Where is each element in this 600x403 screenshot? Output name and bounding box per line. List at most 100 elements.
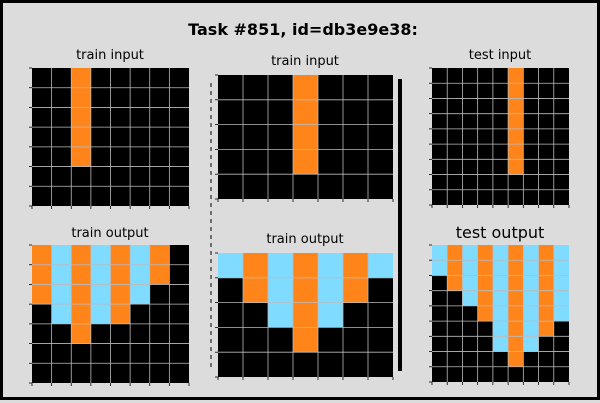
grid-cell bbox=[32, 146, 52, 167]
grid-cell bbox=[110, 87, 131, 108]
grid-cell bbox=[477, 83, 493, 99]
grid-cell bbox=[130, 127, 150, 147]
grid-cell bbox=[462, 290, 478, 306]
grid-cell bbox=[432, 366, 448, 382]
grid-cell bbox=[462, 336, 478, 352]
grid-cell bbox=[110, 107, 131, 128]
grid-cell bbox=[318, 99, 343, 125]
grid-cell bbox=[218, 277, 243, 303]
grid-cell bbox=[149, 186, 170, 206]
grid-cell bbox=[523, 68, 539, 84]
grid-cell bbox=[432, 305, 448, 322]
grid-cell bbox=[218, 149, 243, 175]
grid-cell bbox=[169, 166, 189, 187]
grid-cell bbox=[492, 113, 509, 129]
grid-cell bbox=[293, 302, 318, 328]
grid-cell bbox=[553, 98, 569, 114]
grid-cell bbox=[149, 146, 170, 167]
grid-cell bbox=[368, 327, 393, 353]
grid-cell bbox=[447, 275, 463, 291]
grid-cell bbox=[368, 75, 393, 100]
grid-cell bbox=[130, 284, 150, 305]
grid-cell bbox=[492, 321, 509, 337]
grid-cell bbox=[492, 245, 509, 261]
grid-cell bbox=[462, 305, 478, 322]
grid-cell bbox=[432, 275, 448, 291]
grid-cell bbox=[462, 245, 478, 261]
grid-cell bbox=[110, 127, 131, 147]
grid-cell bbox=[462, 144, 478, 160]
grid-cell bbox=[508, 336, 524, 352]
grid-cell bbox=[51, 343, 72, 364]
grid-cell bbox=[538, 144, 554, 160]
grid-cell bbox=[553, 113, 569, 129]
grid-cell bbox=[243, 99, 268, 125]
grid-cell bbox=[553, 260, 569, 276]
grid-cell bbox=[508, 366, 524, 382]
grid-cell bbox=[130, 186, 150, 206]
grid-cell bbox=[218, 99, 243, 125]
grid-cell bbox=[169, 343, 189, 364]
grid-cell bbox=[51, 304, 72, 324]
grid-cell bbox=[130, 107, 150, 128]
grid-cell bbox=[90, 107, 111, 128]
grid-cell bbox=[149, 264, 170, 285]
grid-cell bbox=[149, 284, 170, 305]
grid-cell bbox=[538, 305, 554, 322]
grid-cell bbox=[71, 186, 91, 206]
grid-cell bbox=[492, 260, 509, 276]
grid-cell bbox=[492, 83, 509, 99]
grid-cell bbox=[90, 363, 111, 383]
grid-cell bbox=[523, 189, 539, 205]
grid-cell bbox=[462, 366, 478, 382]
grid-cell bbox=[508, 245, 524, 261]
grid-cell bbox=[538, 189, 554, 205]
grid-cell bbox=[523, 174, 539, 190]
grid-cell bbox=[343, 124, 368, 150]
grid-cell bbox=[90, 146, 111, 167]
grid-cell bbox=[293, 149, 318, 175]
grid-cell bbox=[508, 98, 524, 114]
grid-cell bbox=[553, 366, 569, 382]
grid-cell bbox=[368, 352, 393, 377]
grid-cell bbox=[447, 98, 463, 114]
grid-cell bbox=[447, 245, 463, 261]
grid-cell bbox=[90, 186, 111, 206]
grid-cell bbox=[32, 343, 52, 364]
grid-cell bbox=[492, 189, 509, 205]
grid-cell bbox=[553, 290, 569, 306]
grid-cell bbox=[553, 305, 569, 322]
grid-cell bbox=[293, 277, 318, 303]
grid-cell bbox=[293, 352, 318, 377]
grid-cell bbox=[447, 351, 463, 367]
grid-cell bbox=[110, 363, 131, 383]
grid-cell bbox=[508, 321, 524, 337]
grid-cell bbox=[51, 245, 72, 265]
grid-cell bbox=[51, 107, 72, 128]
grid-cell bbox=[447, 336, 463, 352]
grid-cell bbox=[218, 253, 243, 278]
grid-cell bbox=[492, 275, 509, 291]
grid-cell bbox=[368, 124, 393, 150]
grid-cell bbox=[538, 113, 554, 129]
grid-cell bbox=[492, 128, 509, 145]
grid-cell bbox=[447, 260, 463, 276]
grid-cell bbox=[447, 189, 463, 205]
grid-cell bbox=[492, 68, 509, 84]
grid-cell bbox=[169, 186, 189, 206]
grid-cell bbox=[447, 321, 463, 337]
grid-cell bbox=[110, 245, 131, 265]
grid-cell bbox=[432, 351, 448, 367]
grid-cell bbox=[538, 351, 554, 367]
train1-input-label: train input bbox=[76, 48, 144, 63]
grid-cell bbox=[477, 260, 493, 276]
grid-cell bbox=[447, 305, 463, 322]
grid-cell bbox=[432, 98, 448, 114]
grid-cell bbox=[71, 87, 91, 108]
grid-cell bbox=[90, 304, 111, 324]
grid-cell bbox=[169, 264, 189, 285]
grid-cell bbox=[368, 302, 393, 328]
grid-cell bbox=[268, 352, 293, 377]
grid-cell bbox=[268, 124, 293, 150]
grid-cell bbox=[447, 159, 463, 175]
